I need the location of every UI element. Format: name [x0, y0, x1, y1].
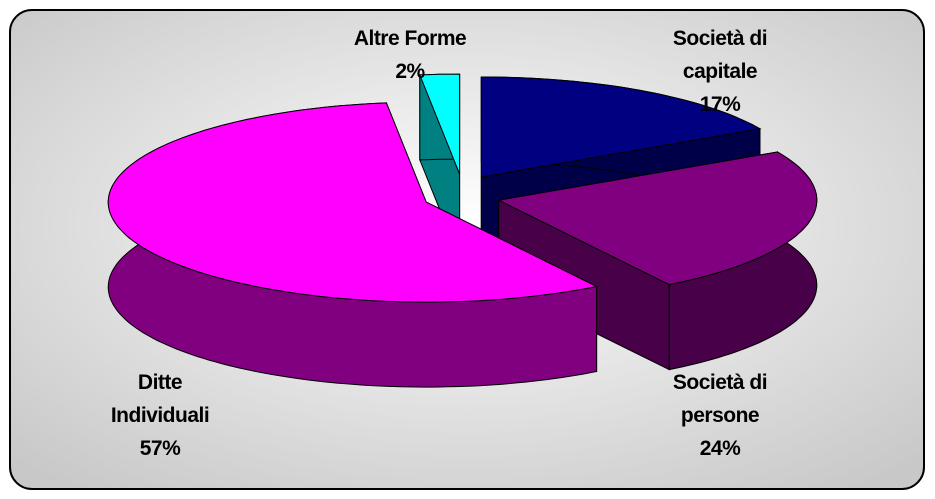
- value-label: 24%: [699, 437, 741, 460]
- value-label: 57%: [139, 437, 181, 460]
- category-label: Ditte Individuali: [110, 371, 210, 427]
- slice: [107, 102, 599, 303]
- category-label: Società di capitale: [672, 27, 768, 83]
- value-label: 2%: [395, 60, 425, 83]
- category-label: Altre Forme: [353, 27, 467, 50]
- slice-label: Ditte Individuali 57%: [60, 366, 260, 465]
- slice-label: Altre Forme 2%: [300, 22, 520, 88]
- slice-label: Società di capitale 17%: [610, 22, 830, 121]
- slice: [497, 151, 818, 286]
- slice: [480, 76, 762, 178]
- value-label: 17%: [699, 93, 741, 116]
- category-label: Società di persone: [672, 371, 768, 427]
- slice: [419, 73, 461, 175]
- slice-label: Società di persone 24%: [610, 366, 830, 465]
- tops: [107, 73, 818, 303]
